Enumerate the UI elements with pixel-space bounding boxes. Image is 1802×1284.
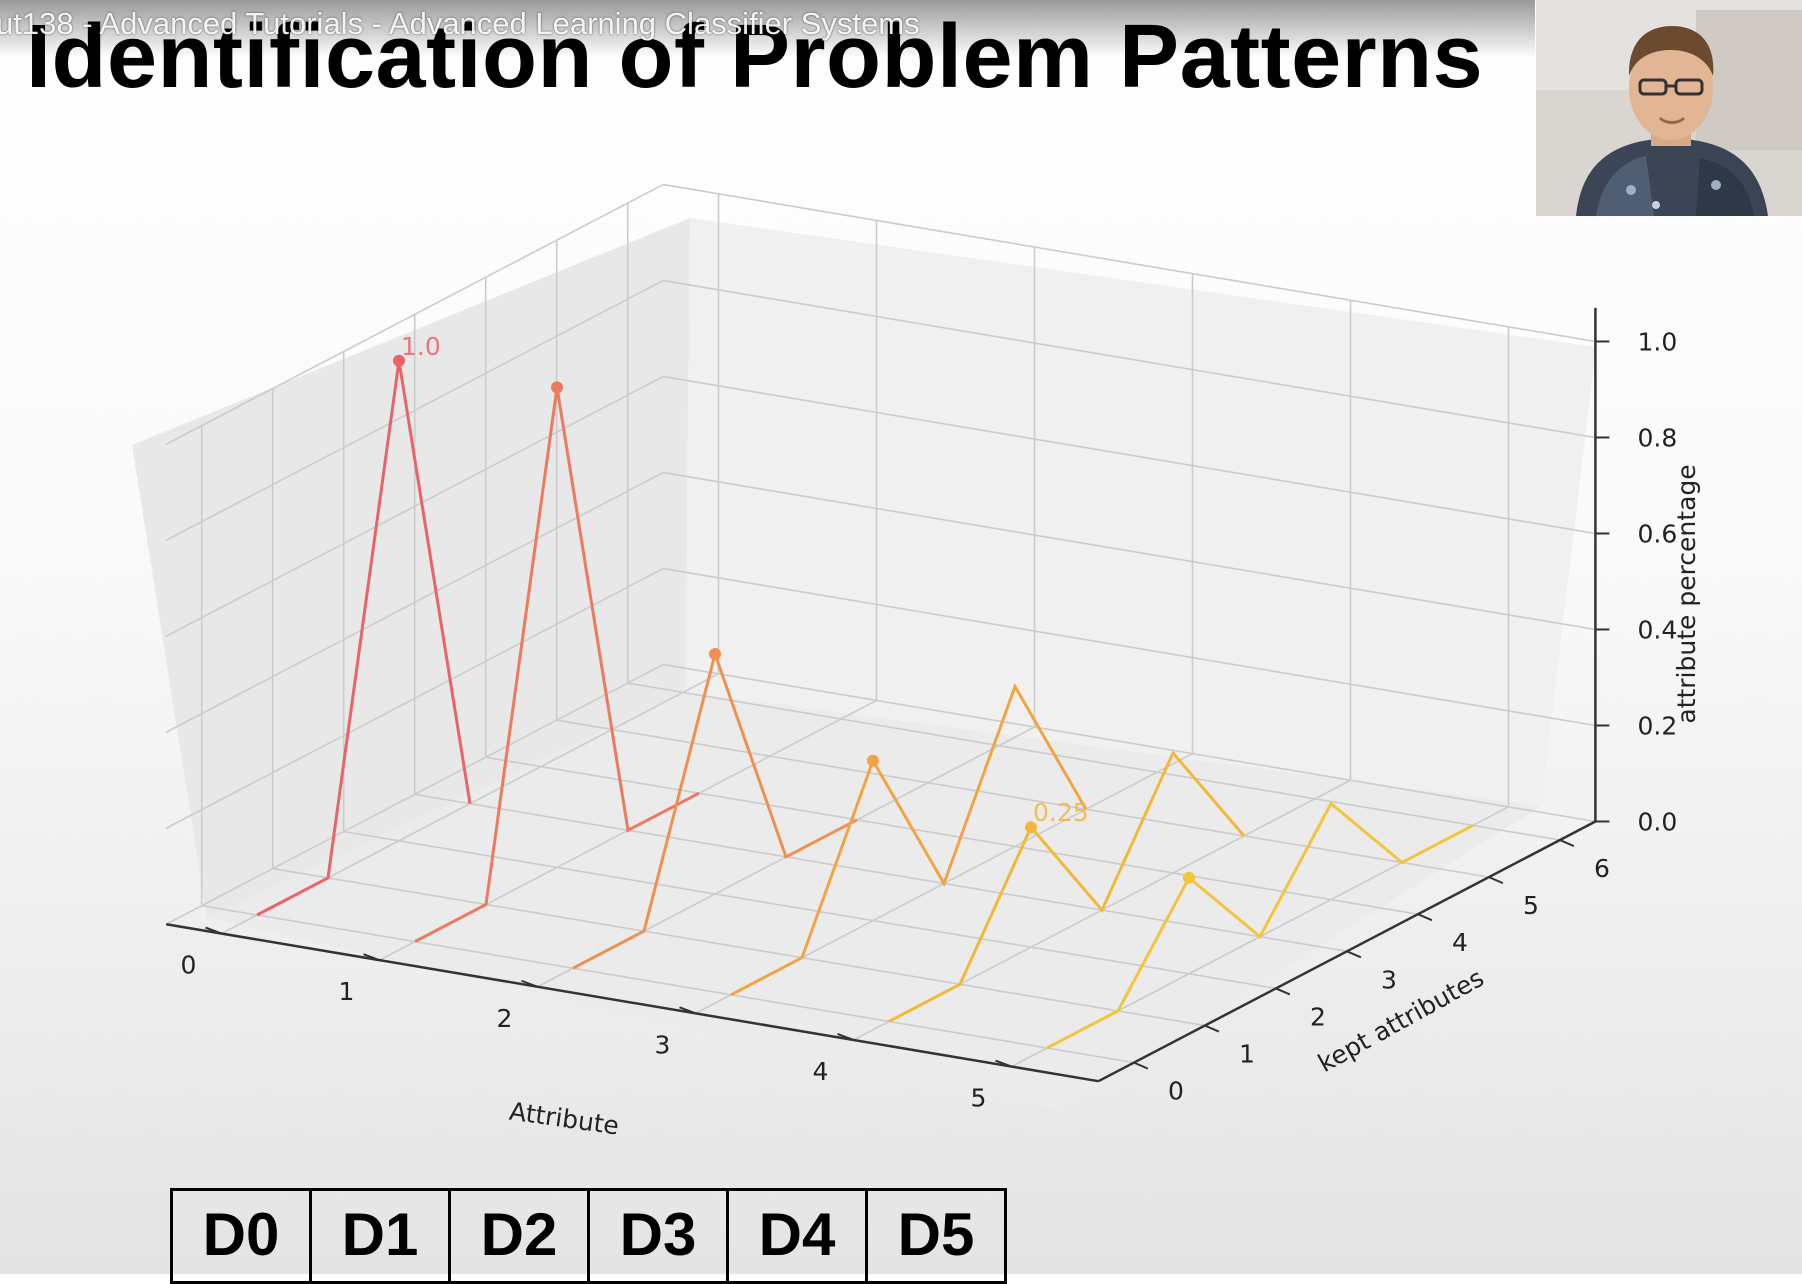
- y-tick-label: 6: [1594, 854, 1610, 883]
- series-marker-3: [867, 755, 879, 767]
- table-cell-d1: D1: [311, 1190, 450, 1283]
- table-cell-d4: D4: [728, 1190, 867, 1283]
- y-tick-mark: [1134, 1063, 1148, 1069]
- table-cell-d3: D3: [589, 1190, 728, 1283]
- x-tick-label: 5: [971, 1084, 987, 1113]
- x-tick-label: 2: [497, 1004, 513, 1033]
- z-tick-label: 0.0: [1638, 807, 1678, 836]
- x-tick-label: 3: [655, 1030, 671, 1059]
- series-marker-1: [551, 381, 563, 393]
- y-tick-mark: [1276, 988, 1290, 994]
- y-tick-mark: [1560, 840, 1574, 846]
- y-tick-label: 1: [1239, 1040, 1255, 1069]
- y-tick-label: 3: [1381, 965, 1397, 994]
- table-cell-d2: D2: [450, 1190, 589, 1283]
- series-marker-2: [709, 648, 721, 660]
- y-tick-mark: [1489, 877, 1503, 883]
- x-tick-label: 4: [813, 1057, 829, 1086]
- z-axis-label: attribute percentage: [1672, 464, 1701, 723]
- series-data-label-0: 1.0: [401, 332, 441, 361]
- y-tick-mark: [1418, 914, 1432, 920]
- y-tick-label: 2: [1310, 1002, 1326, 1031]
- video-title[interactable]: ut138 - Advanced Tutorials - Advanced Le…: [0, 4, 920, 44]
- x-tick-label: 0: [181, 951, 197, 980]
- z-tick-label: 0.8: [1638, 423, 1678, 452]
- y-axis-label: kept attributes: [1313, 963, 1489, 1078]
- series-marker-5: [1183, 872, 1195, 884]
- x-tick-label: 1: [339, 977, 355, 1006]
- z-tick-label: 1.0: [1638, 327, 1678, 356]
- y-tick-mark: [1347, 951, 1361, 957]
- presenter-avatar: [1536, 0, 1802, 216]
- video-title-bar[interactable]: ut138 - Advanced Tutorials - Advanced Le…: [0, 0, 1535, 58]
- dimension-table-row: D0 D1 D2 D3 D4 D5: [172, 1190, 1006, 1283]
- dimension-table: D0 D1 D2 D3 D4 D5: [170, 1188, 1007, 1284]
- y-tick-label: 4: [1452, 928, 1468, 957]
- y-tick-label: 0: [1168, 1077, 1184, 1106]
- y-tick-mark: [1205, 1026, 1219, 1032]
- table-cell-d0: D0: [172, 1190, 311, 1283]
- y-tick-label: 5: [1523, 891, 1539, 920]
- table-cell-d5: D5: [867, 1190, 1006, 1283]
- series-data-label-4: 0.25: [1033, 798, 1089, 827]
- x-axis-label: Attribute: [508, 1097, 621, 1141]
- webcam-overlay: [1536, 0, 1802, 216]
